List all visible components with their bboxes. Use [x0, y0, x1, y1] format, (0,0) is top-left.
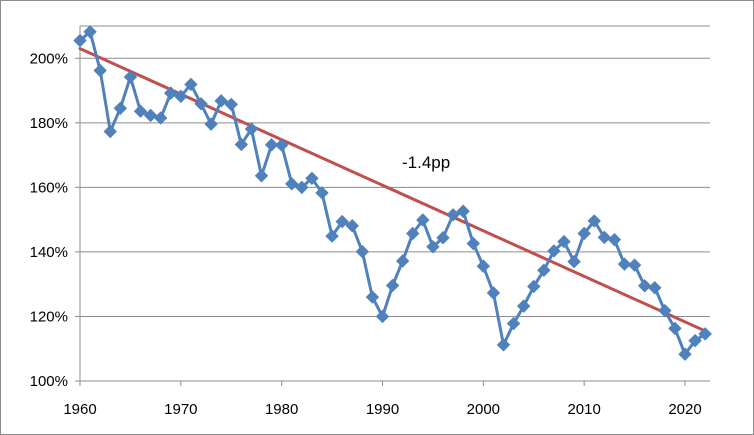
data-point	[698, 327, 712, 341]
data-point	[184, 77, 198, 92]
y-tick-label: 140%	[30, 244, 68, 261]
y-tick-labels: 100% 120% 140% 160% 180% 200%	[30, 50, 68, 390]
data-point	[164, 86, 178, 100]
series-line	[79, 30, 707, 356]
data-point	[133, 104, 148, 118]
data-point	[516, 299, 531, 313]
y-tick-label: 160%	[30, 179, 68, 196]
data-point	[194, 97, 208, 111]
axes	[75, 26, 710, 386]
data-point	[446, 208, 460, 222]
data-point	[557, 234, 571, 249]
data-point	[456, 204, 470, 218]
data-point	[365, 290, 380, 304]
y-tick-label: 100%	[30, 373, 68, 390]
data-point	[617, 257, 632, 271]
data-point	[466, 236, 480, 251]
data-point	[627, 258, 642, 272]
data-point	[587, 214, 601, 228]
trend-annotation: -1.4pp	[402, 153, 450, 172]
data-point	[234, 137, 249, 152]
data-point	[244, 122, 259, 136]
data-point	[113, 101, 128, 116]
x-tick-label: 1990	[366, 401, 399, 418]
data-point	[537, 263, 551, 278]
x-tick-label: 1970	[164, 401, 197, 418]
data-point	[597, 230, 612, 245]
data-point	[476, 259, 491, 273]
data-point	[123, 70, 138, 84]
x-tick-label: 2020	[668, 401, 701, 418]
data-point	[436, 231, 450, 245]
data-point	[305, 171, 319, 186]
data-point	[264, 138, 279, 152]
data-point	[607, 232, 622, 247]
data-point	[325, 229, 339, 243]
data-point	[527, 279, 541, 294]
data-point	[395, 254, 410, 268]
data-point	[73, 33, 87, 48]
data-point	[385, 278, 400, 293]
data-point	[355, 244, 370, 259]
data-point	[274, 138, 289, 152]
data-point	[375, 309, 390, 324]
data-point	[406, 226, 420, 241]
data-point	[496, 338, 511, 352]
data-point	[486, 286, 501, 300]
data-point	[577, 226, 591, 241]
data-point	[143, 108, 158, 123]
data-point	[547, 244, 561, 258]
x-tick-label: 1980	[265, 401, 298, 418]
data-point	[567, 254, 581, 269]
data-point	[224, 97, 238, 112]
data-point	[153, 111, 168, 125]
data-point	[103, 124, 117, 139]
data-point	[285, 177, 299, 191]
y-tick-label: 180%	[30, 115, 68, 132]
data-point	[174, 89, 188, 104]
y-tick-label: 120%	[30, 308, 68, 325]
data-point	[83, 25, 97, 39]
data-point	[688, 333, 702, 348]
data-point	[93, 63, 107, 78]
x-tick-labels: 1960 1970 1980 1990 2000 2010 2020	[63, 401, 701, 418]
data-point	[335, 214, 349, 229]
data-point	[254, 169, 269, 183]
series-group	[73, 25, 712, 361]
data-point	[506, 316, 521, 331]
data-point	[648, 281, 662, 295]
data-point	[426, 240, 440, 254]
x-tick-label: 2000	[467, 401, 500, 418]
x-tick-label: 2010	[567, 401, 600, 418]
gridlines	[80, 25, 710, 317]
data-point	[658, 303, 672, 318]
data-point	[637, 279, 652, 293]
data-point	[315, 186, 329, 200]
data-point	[668, 321, 682, 336]
data-point	[204, 117, 218, 131]
data-point	[345, 219, 359, 233]
data-point	[416, 213, 430, 227]
data-point	[214, 94, 228, 108]
data-point	[295, 180, 309, 195]
data-point	[678, 347, 692, 361]
y-tick-label: 200%	[30, 50, 68, 67]
x-tick-label: 1960	[63, 401, 96, 418]
